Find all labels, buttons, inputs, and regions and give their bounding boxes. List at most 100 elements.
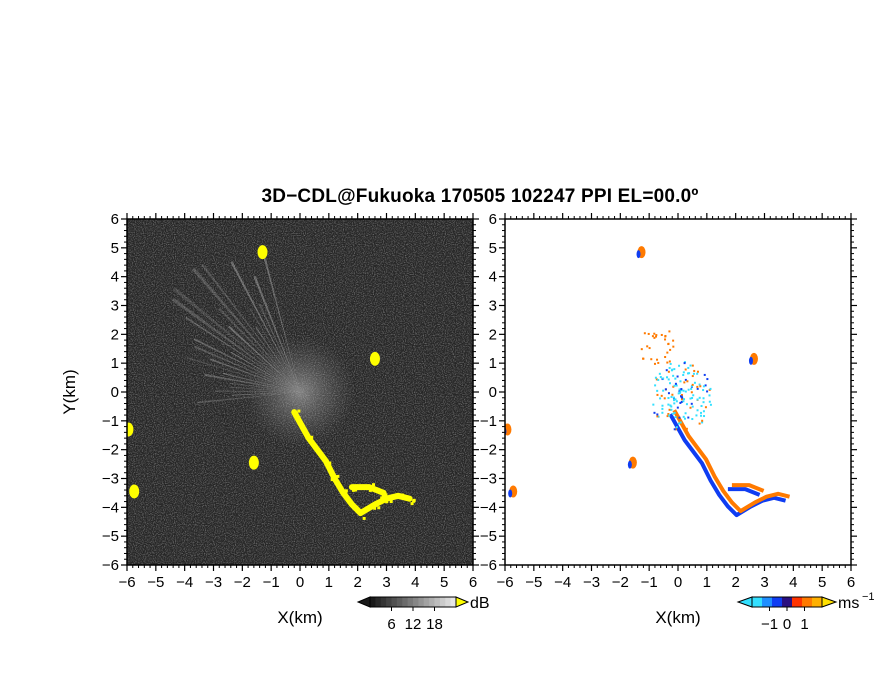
snr-echo-pixel [293, 413, 297, 417]
snr-echo-pixel [401, 495, 405, 499]
doppler-scatter-pixel [668, 330, 671, 333]
snr-colorbar-low-arrow [356, 596, 371, 608]
y-axis-label: Y(km) [60, 369, 79, 414]
doppler-scatter-pixel [671, 368, 674, 371]
snr-colorbar-swatch [418, 597, 425, 607]
doppler-map-background [505, 219, 851, 565]
doppler-scatter-pixel [668, 414, 671, 417]
doppler-scatter-pixel [662, 377, 665, 380]
y-tick-label: −2 [102, 442, 119, 459]
snr-echo-pixel [324, 460, 328, 464]
doppler-scatter-pixel [680, 398, 683, 401]
doppler-scatter-pixel [655, 378, 658, 381]
doppler-scatter-pixel [690, 387, 693, 390]
doppler-scatter-pixel [679, 391, 682, 394]
x-tick-label: −2 [234, 574, 251, 591]
y-tick-label: 1 [111, 355, 119, 372]
doppler-scatter-pixel [690, 402, 693, 405]
snr-echo-pixel [308, 439, 312, 443]
snr-echo-pixel [351, 488, 355, 492]
snr-echo-blob [127, 422, 134, 437]
doppler-scatter-pixel [680, 395, 683, 398]
doppler-scatter-pixel [675, 384, 678, 387]
doppler-scatter-pixel [691, 405, 694, 408]
doppler-scatter-pixel [666, 415, 669, 418]
doppler-scatter-pixel [654, 384, 657, 387]
snr-echo-blob [248, 455, 259, 470]
doppler-scatter-pixel [678, 364, 681, 367]
doppler-scatter-pixel [669, 348, 672, 351]
snr-echo-pixel [384, 493, 388, 497]
doppler-scatter-pixel [668, 382, 671, 385]
x-tick-label: 3 [760, 574, 768, 591]
snr-colorbar-tick-label: 6 [387, 616, 395, 633]
doppler-colorbar-tick-label: 0 [783, 616, 791, 633]
doppler-scatter-pixel [687, 416, 690, 419]
doppler-colorbar-high-arrow [821, 596, 838, 608]
y-tick-label: −3 [102, 471, 119, 488]
snr-echo-pixel [389, 499, 393, 503]
x-tick-label: 2 [731, 574, 739, 591]
doppler-scatter-pixel [676, 406, 679, 409]
snr-echo-pixel [336, 474, 340, 478]
doppler-scatter-pixel [686, 380, 689, 383]
doppler-scatter-pixel [659, 397, 662, 400]
snr-colorbar-swatch [439, 597, 446, 607]
doppler-scatter-pixel [656, 389, 659, 392]
y-tick-label: −4 [102, 499, 119, 516]
doppler-scatter-pixel [655, 334, 658, 337]
doppler-scatter-pixel [687, 366, 690, 369]
doppler-scatter-pixel [702, 401, 705, 404]
doppler-scatter-pixel [670, 405, 673, 408]
doppler-echo-blob-edge [508, 489, 513, 498]
doppler-colorbar-swatch [752, 597, 763, 607]
doppler-scatter-pixel [664, 334, 667, 337]
doppler-scatter-pixel [700, 411, 703, 414]
doppler-scatter-pixel [701, 419, 704, 422]
doppler-colorbar-unit: ms [838, 595, 859, 612]
y-tick-label: −5 [102, 528, 119, 545]
snr-echo-pixel [350, 501, 354, 505]
doppler-scatter-pixel [709, 403, 712, 406]
x-tick-label: 4 [789, 574, 797, 591]
x-tick-label: 1 [703, 574, 711, 591]
snr-echo-pixel [368, 488, 372, 492]
doppler-scatter-pixel [672, 339, 675, 342]
doppler-scatter-pixel [656, 358, 659, 361]
snr-echo-pixel [354, 488, 358, 492]
doppler-scatter-pixel [698, 396, 701, 399]
snr-colorbar-unit: dB [470, 595, 490, 612]
y-tick-label: −1 [480, 413, 497, 430]
snr-echo-pixel [373, 506, 377, 510]
doppler-scatter-pixel [671, 393, 674, 396]
doppler-scatter-pixel [663, 397, 666, 400]
snr-colorbar-swatch [407, 597, 414, 607]
doppler-scatter-pixel [656, 393, 659, 396]
doppler-scatter-pixel [660, 394, 663, 397]
doppler-scatter-pixel [672, 396, 675, 399]
doppler-scatter-pixel [674, 398, 677, 401]
doppler-scatter-pixel [664, 338, 667, 341]
doppler-echo-blob-edge [748, 356, 753, 365]
doppler-scatter-pixel [706, 390, 709, 393]
doppler-scatter-pixel [670, 408, 673, 411]
doppler-scatter-pixel [691, 364, 694, 367]
y-tick-label: −6 [102, 557, 119, 574]
doppler-scatter-pixel [698, 422, 701, 425]
doppler-scatter-pixel [673, 402, 676, 405]
doppler-scatter-pixel [661, 411, 664, 414]
y-tick-label: 3 [111, 298, 119, 315]
y-tick-label: 4 [111, 269, 119, 286]
doppler-scatter-pixel [691, 418, 694, 421]
doppler-scatter-pixel [679, 401, 682, 404]
doppler-scatter-pixel [659, 376, 662, 379]
doppler-scatter-pixel [654, 376, 657, 379]
y-tick-label: 0 [489, 384, 497, 401]
doppler-scatter-pixel [680, 388, 683, 391]
doppler-scatter-pixel [648, 347, 651, 350]
doppler-scatter-pixel [673, 411, 676, 414]
doppler-scatter-pixel [708, 394, 711, 397]
snr-echo-pixel [344, 489, 348, 493]
doppler-scatter-pixel [653, 336, 656, 339]
snr-echo-blob [129, 484, 140, 499]
